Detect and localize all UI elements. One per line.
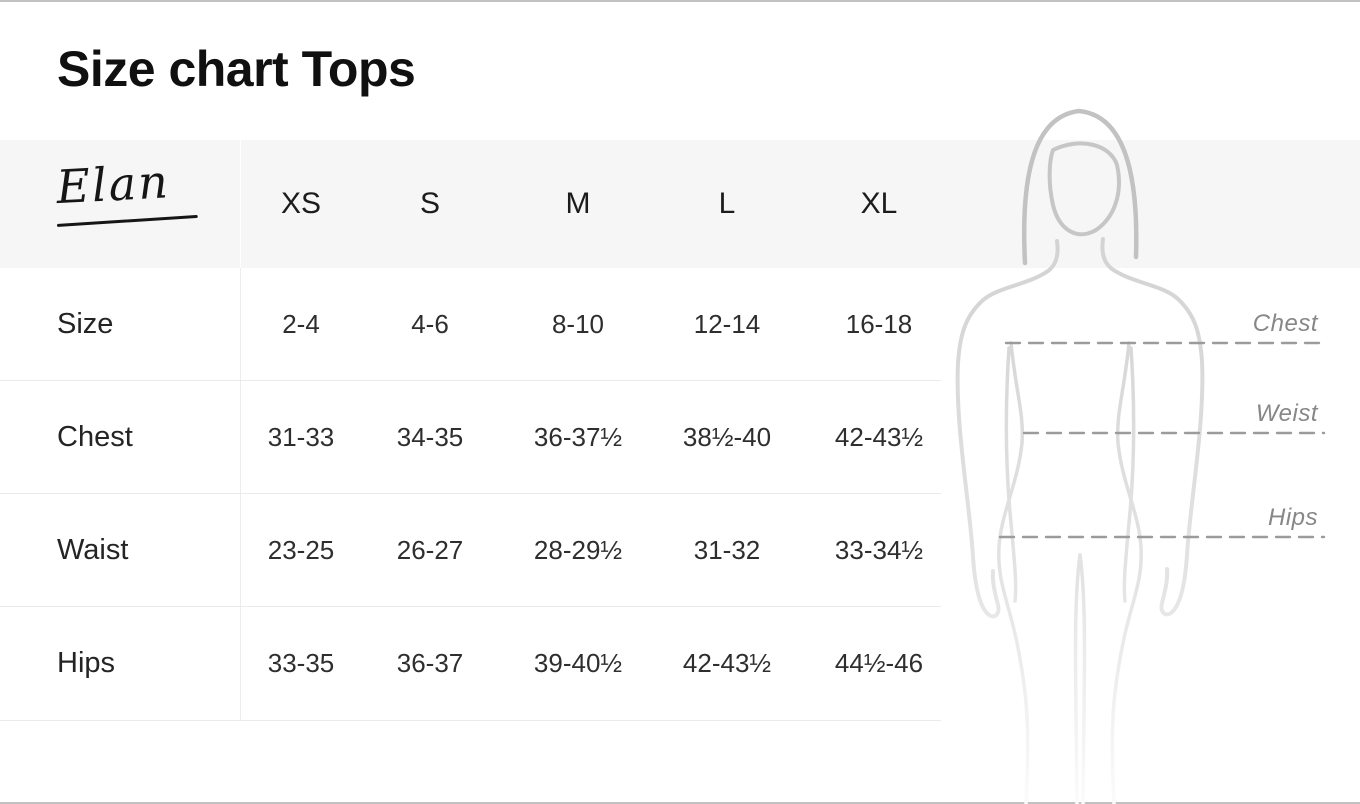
hair-outline — [1022, 108, 1139, 266]
table-cell: 31-32 — [693, 535, 761, 565]
body-measurement-figure — [940, 95, 1360, 804]
table-cell: 16-18 — [845, 309, 913, 339]
chest-measure-label: Chest — [1252, 310, 1318, 337]
table-cell: 33-34½ — [834, 535, 924, 565]
row-separator — [0, 493, 941, 494]
page-title: Size chart Tops — [57, 41, 416, 97]
table-cell: 36-37 — [396, 648, 464, 678]
column-divider — [240, 140, 241, 721]
table-cell: 42-43½ — [834, 422, 924, 452]
table-cell: 42-43½ — [682, 648, 772, 678]
body-outline-left — [955, 239, 1060, 619]
size-header-m: M — [565, 187, 591, 220]
table-cell: 8-10 — [551, 309, 605, 339]
table-cell: 34-35 — [396, 422, 464, 452]
inner-leg-right — [1078, 553, 1087, 804]
woman-silhouette-illustration — [955, 108, 1326, 804]
table-cell: 36-37½ — [533, 422, 623, 452]
table-cell: 26-27 — [396, 535, 464, 565]
table-cell: 38½-40 — [682, 422, 772, 452]
table-cell: 2-4 — [282, 309, 320, 339]
size-header-l: L — [718, 187, 736, 220]
torso-leg-left — [997, 341, 1030, 804]
row-label-waist: Waist — [57, 534, 129, 566]
brand-logo: Elan — [55, 154, 172, 215]
table-cell: 4-6 — [411, 309, 449, 339]
size-header-s: S — [419, 187, 440, 220]
table-cell: 33-35 — [267, 648, 335, 678]
size-header-xs: XS — [280, 187, 322, 220]
row-label-hips: Hips — [57, 647, 116, 679]
table-cell: 39-40½ — [533, 648, 623, 678]
waist-measure-label: Weist — [1255, 400, 1318, 427]
table-cell: 12-14 — [693, 309, 761, 339]
row-label-chest: Chest — [57, 421, 133, 453]
face-outline — [1047, 141, 1121, 237]
hips-measure-label: Hips — [1267, 504, 1318, 531]
row-separator — [0, 720, 941, 721]
inner-arm-right — [1122, 346, 1136, 603]
inner-leg-left — [1073, 553, 1082, 804]
body-outline-right — [1100, 237, 1205, 617]
torso-leg-right — [1110, 341, 1143, 804]
row-separator — [0, 380, 941, 381]
table-cell: 31-33 — [267, 422, 335, 452]
row-label-size: Size — [57, 308, 114, 340]
row-separator — [0, 606, 941, 607]
top-border — [0, 0, 1360, 2]
inner-arm-left — [1004, 346, 1018, 603]
bottom-border — [0, 802, 1360, 804]
table-cell: 44½-46 — [834, 648, 924, 678]
size-header-xl: XL — [860, 187, 898, 220]
table-cell: 23-25 — [267, 535, 335, 565]
table-cell: 28-29½ — [533, 535, 623, 565]
